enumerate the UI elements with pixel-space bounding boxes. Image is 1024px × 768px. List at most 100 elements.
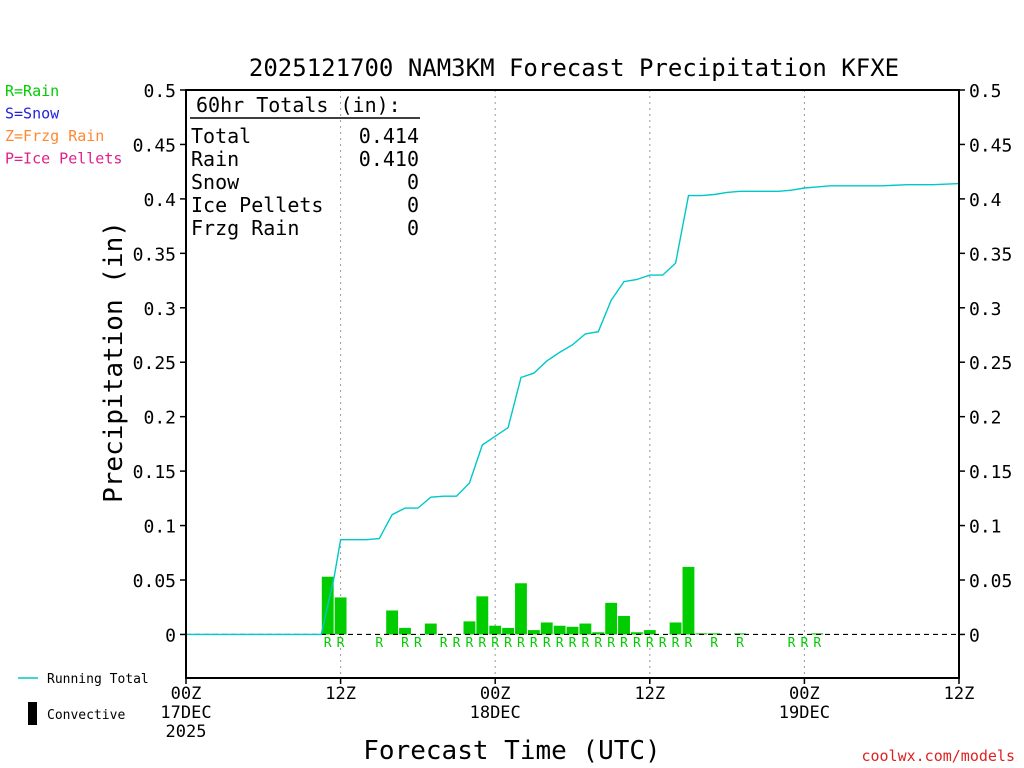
precip-bar xyxy=(566,626,579,635)
precip-bar xyxy=(618,615,630,635)
running-total-line xyxy=(186,182,960,636)
axes: 0 00.05 0.050.1 0.10.15 0.150.2 0.20.25 0.250.… xyxy=(133,81,1013,742)
x-tick-label: 18DEC xyxy=(470,703,521,723)
precip-bar xyxy=(605,602,618,635)
y-tick-label-left: 0.25 xyxy=(133,353,176,374)
precip-bar xyxy=(592,632,605,635)
x-tick-label: 2025 xyxy=(166,722,207,742)
precip-bar xyxy=(424,623,437,635)
type-legend-item: Z=Frzg Rain xyxy=(5,127,104,145)
x-tick-label: 00Z xyxy=(480,684,511,704)
totals-row-value: 0.414 xyxy=(359,124,419,148)
y-tick-label-left: 0.4 xyxy=(143,190,176,211)
precip-bar xyxy=(489,625,502,635)
precip-type-letter: R xyxy=(324,636,332,651)
y-tick-label-right: 0 xyxy=(969,625,980,646)
totals-row-label: Total xyxy=(191,124,251,148)
y-tick-label-right: 0.05 xyxy=(969,571,1012,592)
precip-bar xyxy=(386,610,399,635)
precip-type-letter: R xyxy=(633,636,641,651)
precip-type-legend: R=Rain S=Snow Z=Frzg Rain P=Ice Pellets xyxy=(5,82,122,168)
series-legend: Running Total Convective xyxy=(18,672,149,725)
totals-row-value: 0 xyxy=(407,193,419,217)
y-tick-label-left: 0.45 xyxy=(133,135,176,156)
plot-frame xyxy=(185,89,960,679)
precip-type-letter: R xyxy=(646,636,654,651)
y-tick-label-left: 0.3 xyxy=(143,299,176,320)
series-legend-label: Running Total xyxy=(47,672,149,687)
bars-layer xyxy=(321,566,824,635)
precip-bar xyxy=(334,597,347,635)
precip-type-letter: R xyxy=(659,636,667,651)
y-tick-label-right: 0.4 xyxy=(969,190,1002,211)
chart-title: 2025121700 NAM3KM Forecast Precipitation… xyxy=(249,54,899,82)
precip-type-letter: R xyxy=(337,636,345,651)
precip-type-letter: R xyxy=(491,636,499,651)
precip-type-letter: R xyxy=(466,636,474,651)
precip-bar xyxy=(502,627,515,635)
precip-bar xyxy=(708,633,721,635)
type-legend-item: P=Ice Pellets xyxy=(5,150,122,168)
x-tick-label: 00Z xyxy=(789,684,820,704)
x-tick-label: 17DEC xyxy=(160,703,211,723)
y-tick-label-right: 0.45 xyxy=(969,135,1012,156)
x-axis-label: Forecast Time (UTC) xyxy=(363,736,660,766)
precip-type-letter: R xyxy=(736,636,744,651)
precip-bar xyxy=(527,630,540,635)
y-tick-label-left: 0.5 xyxy=(143,81,176,102)
precip-type-letter: R xyxy=(543,636,551,651)
totals-heading: 60hr Totals (in): xyxy=(196,93,401,117)
y-tick-label-right: 0.1 xyxy=(969,517,1002,538)
precip-type-letter: R xyxy=(569,636,577,651)
credit-text[interactable]: coolwx.com/models xyxy=(861,747,1015,765)
y-tick-label-right: 0.15 xyxy=(969,462,1012,483)
totals-box: 60hr Totals (in): Total 0.414 Rain 0.410 Sno… xyxy=(190,93,420,240)
y-tick-label-right: 0.2 xyxy=(969,408,1002,429)
precip-type-letter: R xyxy=(710,636,718,651)
precip-type-letter: R xyxy=(517,636,525,651)
x-tick-label: 00Z xyxy=(171,684,202,704)
convective-legend-icon xyxy=(28,702,37,725)
precip-bar xyxy=(643,630,656,635)
precip-bar xyxy=(669,622,682,635)
y-tick-label-left: 0.1 xyxy=(143,517,176,538)
precip-type-letter: R xyxy=(530,636,538,651)
precip-type-letter: R xyxy=(440,636,448,651)
precip-type-letter: R xyxy=(453,636,461,651)
precip-type-letter: R xyxy=(478,636,486,651)
y-tick-label-right: 0.35 xyxy=(969,244,1012,265)
precip-type-letter: R xyxy=(800,636,808,651)
precip-type-letter: R xyxy=(607,636,615,651)
precip-bar xyxy=(579,623,592,635)
y-tick-label-left: 0 xyxy=(165,625,176,646)
precip-type-letter: R xyxy=(375,636,383,651)
totals-row-value: 0.410 xyxy=(359,147,419,171)
totals-row-label: Frzg Rain xyxy=(191,216,299,240)
totals-row-label: Ice Pellets xyxy=(191,193,323,217)
series-legend-label: Convective xyxy=(47,708,125,723)
x-tick-label: 12Z xyxy=(944,684,975,704)
precip-type-letter: R xyxy=(813,636,821,651)
precip-type-letter: R xyxy=(581,636,589,651)
y-tick-label-right: 0.25 xyxy=(969,353,1012,374)
y-tick-label-right: 0.5 xyxy=(969,81,1002,102)
x-tick-label: 12Z xyxy=(325,684,356,704)
x-tick-label: 19DEC xyxy=(779,703,830,723)
precip-type-letter: R xyxy=(556,636,564,651)
precip-bar xyxy=(630,632,643,635)
y-axis-label: Precipitation (in) xyxy=(99,221,129,503)
precip-bar xyxy=(540,622,553,635)
precip-bar xyxy=(515,583,527,635)
precip-type-letter: R xyxy=(620,636,628,651)
totals-row-value: 0 xyxy=(407,170,419,194)
y-tick-label-left: 0.15 xyxy=(133,462,176,483)
precip-bar xyxy=(476,596,489,635)
precip-type-letter: R xyxy=(504,636,512,651)
precip-type-letter: R xyxy=(788,636,796,651)
type-legend-item: R=Rain xyxy=(5,82,59,100)
totals-row-label: Snow xyxy=(191,170,240,194)
precip-bar xyxy=(682,566,695,635)
y-tick-label-left: 0.05 xyxy=(133,571,176,592)
